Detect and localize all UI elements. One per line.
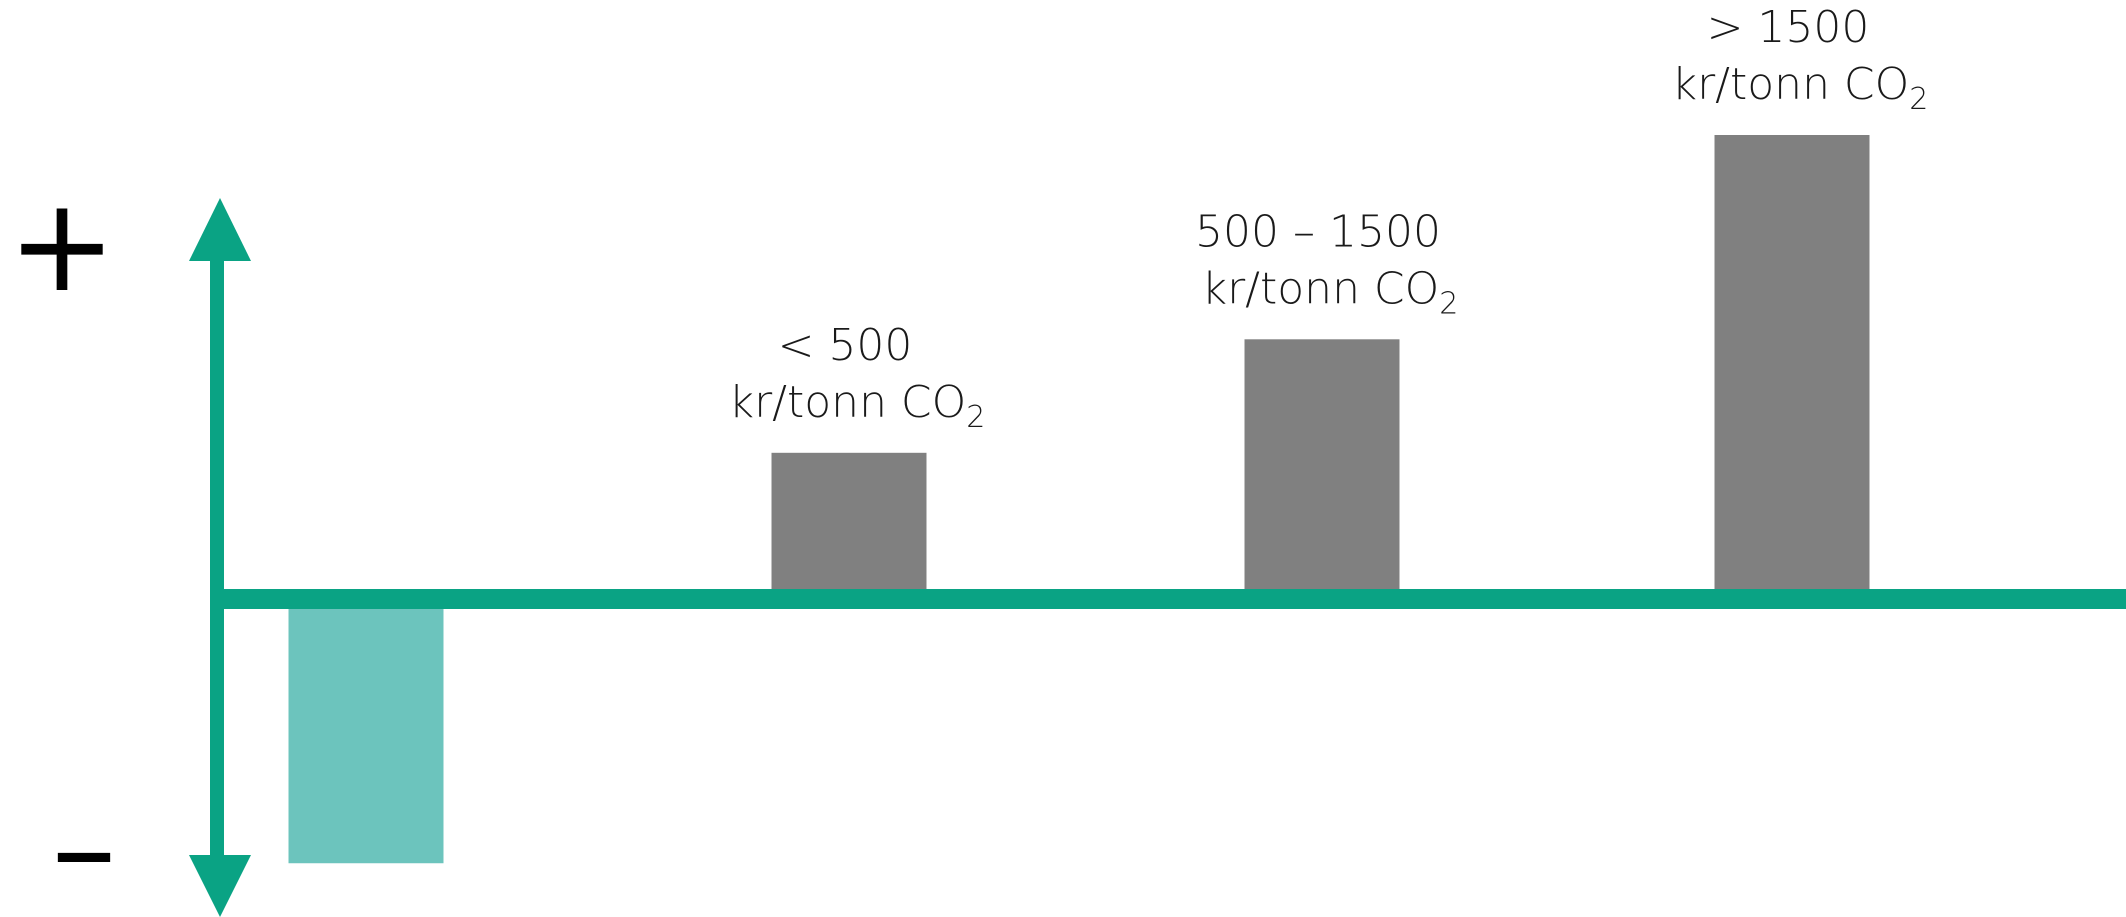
bar-label-line2-2: kr/tonn CO2 — [1202, 263, 1459, 321]
bar-0 — [288, 609, 444, 864]
bar-label-line2-3: kr/tonn CO2 — [1672, 59, 1929, 117]
bars — [288, 135, 1870, 864]
y-axis-down-arrowhead — [189, 855, 251, 917]
bar-label-subscript-3: 2 — [1909, 82, 1928, 117]
x-axis-line — [210, 589, 2126, 609]
bar-labels: kr/tonn CO2 < 500 kr/tonn CO2 500 – 1500 kr/… — [729, 2, 1929, 435]
y-axis-line — [210, 255, 224, 861]
bar-2 — [1244, 339, 1400, 589]
positive-sign: + — [8, 169, 117, 321]
negative-sign: – — [52, 772, 117, 917]
y-axis-up-arrowhead — [189, 198, 251, 261]
bar-label-line1-3: > 1500 — [1707, 2, 1870, 53]
axes — [189, 198, 2126, 917]
bar-label-line1-1: < 500 — [778, 320, 913, 371]
bar-3 — [1714, 135, 1870, 589]
bar-1 — [771, 452, 927, 589]
bar-label-line1-2: 500 – 1500 — [1195, 206, 1441, 257]
bar-label-subscript-1: 2 — [966, 400, 985, 435]
bar-label-subscript-2: 2 — [1439, 286, 1458, 321]
bar-label-line2-1: kr/tonn CO2 — [729, 377, 986, 435]
